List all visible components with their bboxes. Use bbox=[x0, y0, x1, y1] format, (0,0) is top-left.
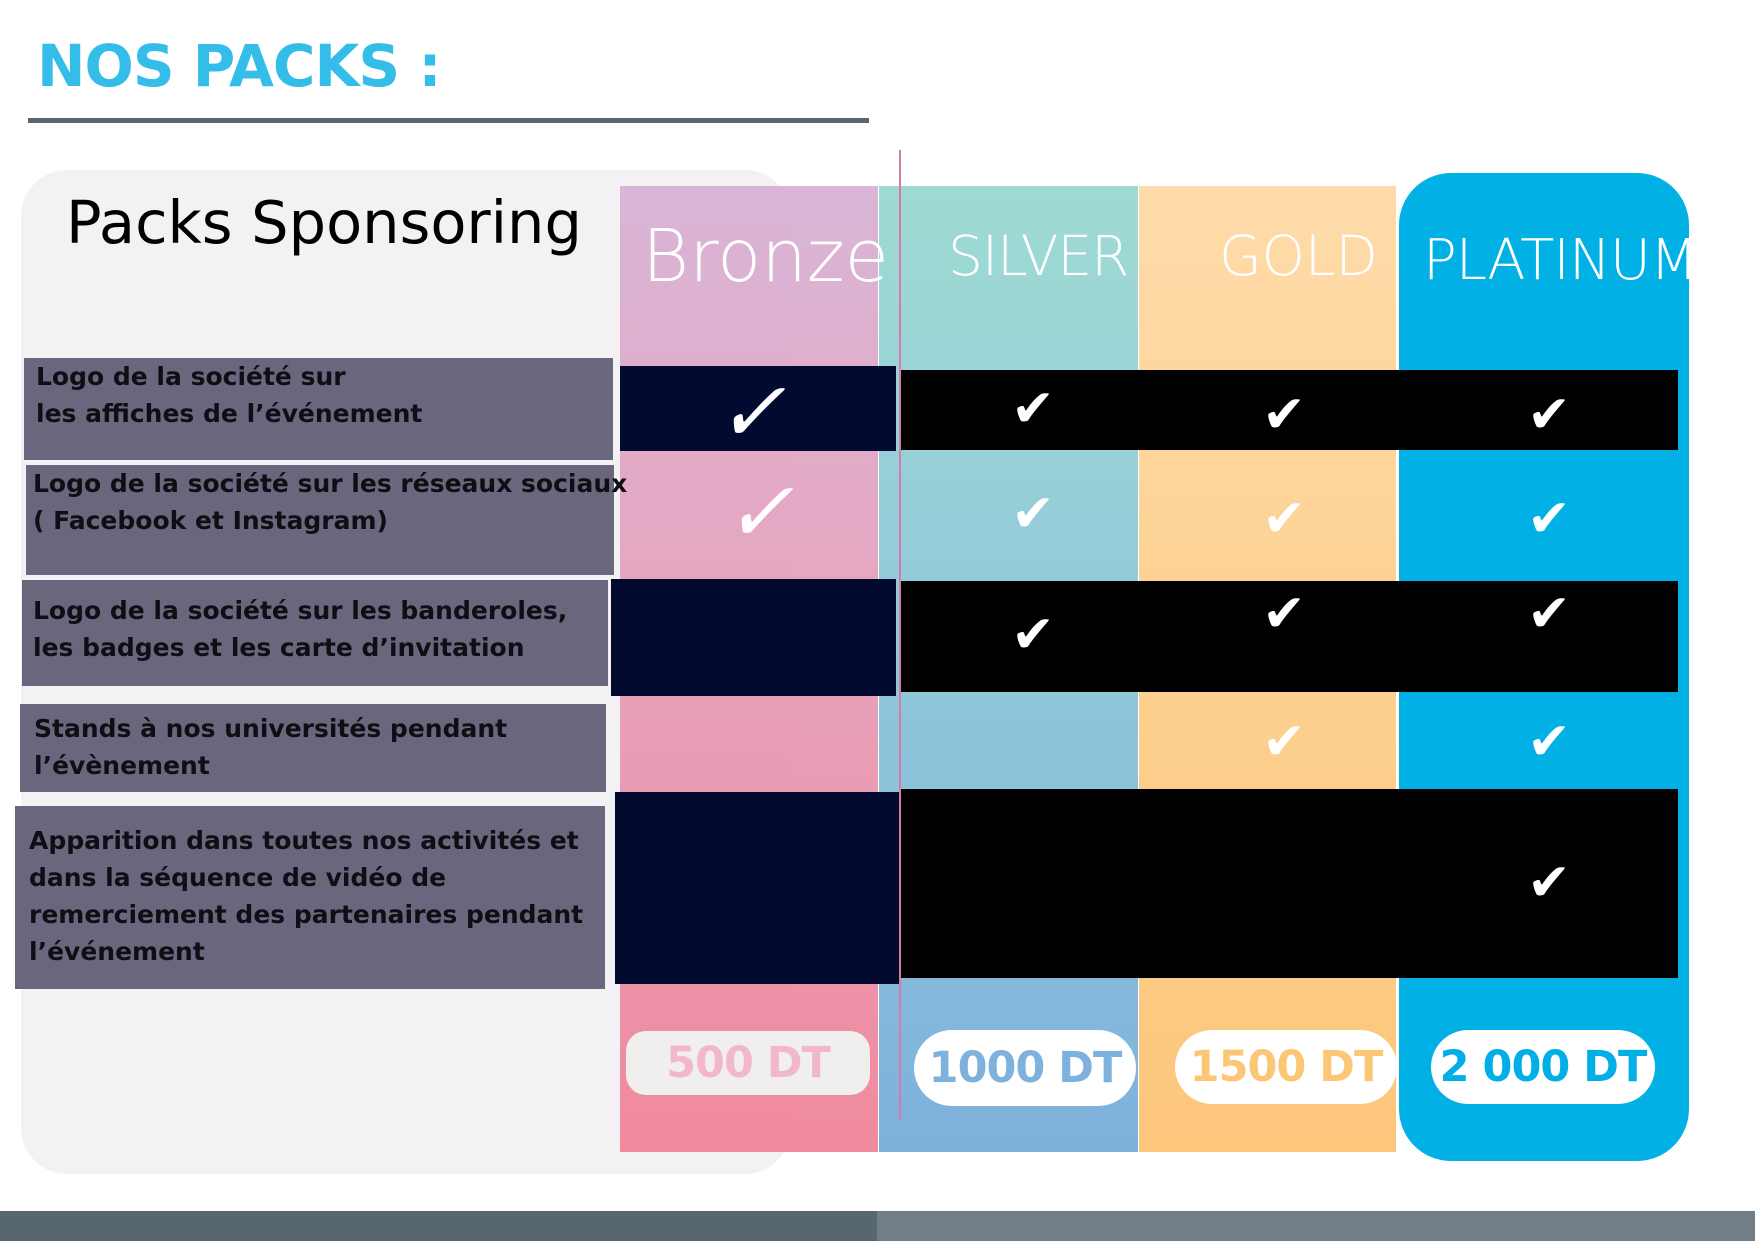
feature-4-line-2: l’évènement bbox=[34, 751, 210, 780]
price-badge-silver: 1000 DT bbox=[914, 1030, 1136, 1106]
check-icon: ✔ bbox=[1527, 584, 1571, 644]
feature-label-1: Logo de la société sur les affiches de l… bbox=[24, 358, 613, 460]
page-title: NOS PACKS : bbox=[37, 32, 442, 100]
footer-bar-left bbox=[0, 1211, 877, 1241]
row-3-band bbox=[900, 581, 1678, 692]
feature-1-line-1: Logo de la société sur bbox=[36, 362, 346, 391]
row-1-band bbox=[900, 370, 1678, 450]
panel-title: Packs Sponsoring bbox=[66, 188, 582, 257]
check-icon: ✔ bbox=[1262, 489, 1306, 549]
feature-1-line-2: les affiches de l’événement bbox=[36, 399, 423, 428]
title-underline bbox=[28, 118, 869, 123]
price-badge-bronze: 500 DT bbox=[626, 1031, 870, 1095]
check-icon: ✔ bbox=[1011, 605, 1055, 665]
pack-name-gold: GOLD bbox=[1219, 224, 1378, 288]
check-icon: ✔ bbox=[1527, 853, 1571, 913]
feature-3-line-1: Logo de la société sur les banderoles, bbox=[33, 596, 568, 625]
feature-3-line-2: les badges et les carte d’invitation bbox=[33, 633, 525, 662]
feature-5-line-4: l’événement bbox=[29, 937, 205, 966]
feature-4-line-1: Stands à nos universités pendant bbox=[34, 714, 508, 743]
price-badge-platinum: 2 000 DT bbox=[1431, 1030, 1655, 1104]
check-icon: ✔ bbox=[1527, 712, 1571, 772]
check-icon: ✔ bbox=[1262, 712, 1306, 772]
feature-label-2: Logo de la société sur les réseaux socia… bbox=[26, 465, 628, 575]
check-icon: ✔ bbox=[1527, 489, 1571, 549]
feature-2-line-2: ( Facebook et Instagram) bbox=[33, 506, 388, 535]
check-icon: ✓ bbox=[715, 363, 787, 461]
check-icon: ✓ bbox=[723, 463, 795, 561]
row-1-band-bronze bbox=[620, 366, 896, 451]
row-5-band bbox=[900, 789, 1678, 978]
check-icon: ✔ bbox=[1262, 584, 1306, 644]
footer-bar-right bbox=[877, 1211, 1755, 1241]
check-icon: ✔ bbox=[1011, 484, 1055, 544]
feature-label-4: Stands à nos universités pendant l’évène… bbox=[20, 704, 606, 792]
feature-label-5: Apparition dans toutes nos activités et … bbox=[15, 806, 605, 989]
row-5-band-bronze bbox=[615, 792, 899, 984]
check-icon: ✔ bbox=[1262, 385, 1306, 445]
feature-5-line-2: dans la séquence de vidéo de bbox=[29, 863, 447, 892]
row-3-band-bronze bbox=[611, 579, 896, 696]
feature-label-3: Logo de la société sur les banderoles, l… bbox=[22, 580, 608, 686]
feature-5-line-3: remerciement des partenaires pendant bbox=[29, 900, 584, 929]
column-divider bbox=[899, 150, 901, 1120]
pack-name-silver: SILVER bbox=[948, 224, 1129, 288]
check-icon: ✔ bbox=[1011, 379, 1055, 439]
feature-5-line-1: Apparition dans toutes nos activités et bbox=[29, 826, 579, 855]
price-badge-gold: 1500 DT bbox=[1175, 1030, 1397, 1104]
pack-name-platinum: PLATINUM bbox=[1423, 228, 1698, 293]
check-icon: ✔ bbox=[1527, 385, 1571, 445]
feature-2-line-1: Logo de la société sur les réseaux socia… bbox=[33, 469, 628, 498]
pack-name-bronze: Bronze bbox=[642, 214, 889, 298]
